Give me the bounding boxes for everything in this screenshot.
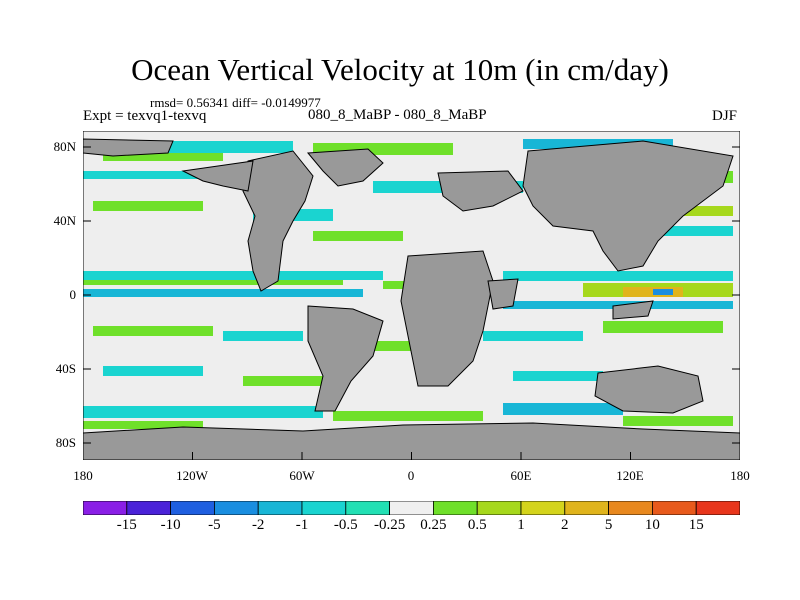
colorbar-box — [520, 501, 566, 515]
x-label-0: 0 — [407, 468, 415, 483]
colorbar-label: 2 — [561, 517, 569, 533]
colorbar-label: 0.25 — [420, 517, 447, 533]
season-label: DJF — [712, 108, 738, 124]
colorbar-label: -15 — [116, 517, 137, 533]
land-masses — [83, 138, 740, 460]
colorbar-box — [170, 501, 215, 515]
x-label-60w: 60W — [289, 468, 315, 483]
colorbar-box — [301, 501, 347, 515]
colorbar-label: -5 — [208, 517, 221, 533]
colorbar-label: -0.25 — [373, 517, 406, 533]
colorbar-box — [257, 501, 303, 515]
colorbar-label: 5 — [604, 517, 613, 533]
colorbar-box — [476, 501, 522, 515]
y-label-80s: 80S — [55, 435, 76, 450]
colorbar-label: 1 — [517, 517, 525, 533]
stats-line: rmsd= 0.56341 diff= -0.0149977 — [150, 95, 321, 110]
colorbar-label: -10 — [160, 517, 181, 533]
x-label-180e: 180 — [730, 468, 750, 483]
colorbar-label: 0.5 — [467, 517, 487, 533]
x-label-120e: 120E — [616, 468, 644, 483]
map-panel — [83, 131, 740, 460]
plot-title: Ocean Vertical Velocity at 10m (in cm/da… — [131, 52, 669, 87]
colorbar-box — [126, 501, 171, 515]
colorbar-box — [695, 501, 740, 515]
colorbar-label: -1 — [295, 517, 309, 533]
colorbar-box — [345, 501, 390, 515]
colorbar-box — [608, 501, 653, 515]
colorbar-box — [652, 501, 697, 515]
y-label-80n: 80N — [53, 139, 76, 154]
subtitle: 080_8_MaBP - 080_8_MaBP — [308, 107, 487, 123]
colorbar-label: 15 — [688, 517, 704, 533]
colorbar-box — [389, 501, 434, 515]
x-label-180w: 180 — [73, 468, 93, 483]
colorbar-box — [83, 501, 128, 515]
y-label-0: 0 — [69, 287, 77, 302]
colorbar-label: 10 — [644, 517, 660, 533]
colorbar-box — [432, 501, 478, 515]
y-label-40n: 40N — [53, 213, 76, 228]
colorbar-box — [564, 501, 609, 515]
colorbar-label: -2 — [251, 517, 265, 533]
experiment-label: Expt = texvq1-texvq — [83, 108, 207, 124]
y-label-40s: 40S — [55, 361, 76, 376]
x-label-120w: 120W — [176, 468, 208, 483]
colorbar-box — [213, 501, 259, 515]
colorbar-label: -0.5 — [333, 517, 358, 533]
colorbar — [83, 501, 740, 515]
axis-ticks — [83, 146, 740, 460]
x-label-60e: 60E — [510, 468, 532, 483]
